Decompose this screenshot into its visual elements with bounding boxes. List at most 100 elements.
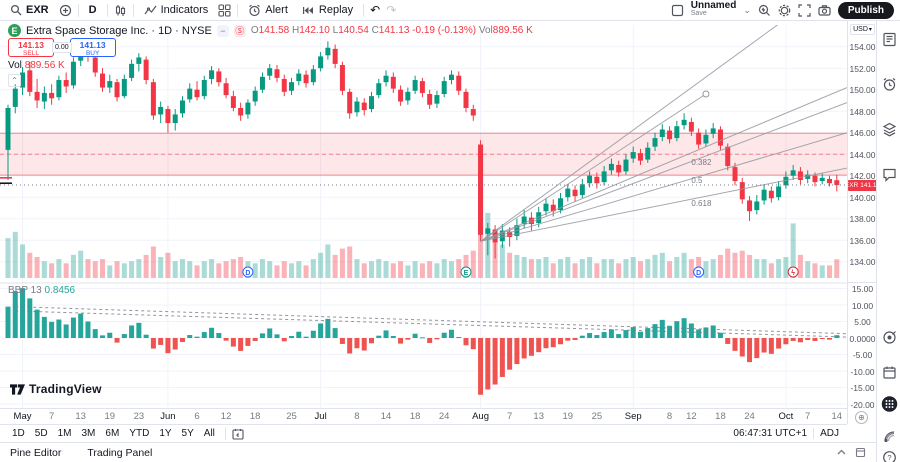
target-icon[interactable]: [881, 329, 898, 346]
replay-button[interactable]: Replay: [298, 3, 357, 18]
event-marker[interactable]: [242, 266, 254, 278]
interval-button[interactable]: D: [88, 4, 97, 16]
bbp-bar: [645, 328, 651, 338]
event-marker[interactable]: [787, 266, 799, 278]
alert-button[interactable]: Alert: [244, 3, 292, 18]
event-marker[interactable]: [693, 266, 705, 278]
volume-bar: [594, 263, 600, 278]
volume-bar: [12, 231, 18, 278]
volume-bar: [448, 261, 454, 278]
candle: [158, 106, 164, 115]
range-button-1y[interactable]: 1Y: [159, 428, 172, 439]
calendar-icon[interactable]: [881, 364, 898, 381]
bbp-bar: [303, 336, 309, 338]
bbp-bar: [230, 338, 236, 347]
volume-bar: [172, 261, 178, 278]
candle: [703, 134, 709, 144]
range-button-6m[interactable]: 6M: [105, 428, 120, 439]
bbp-trendline[interactable]: [15, 306, 847, 335]
legend-title[interactable]: Extra Space Storage Inc. · 1D · NYSE: [26, 24, 212, 37]
volume-bar: [630, 257, 636, 278]
news-feed-icon[interactable]: [881, 428, 898, 445]
trendline-drawing[interactable]: [480, 21, 783, 242]
chat-icon[interactable]: [881, 166, 898, 183]
fullscreen-icon[interactable]: [798, 3, 811, 17]
trading-panel-tab[interactable]: Trading Panel: [87, 446, 153, 459]
adj-toggle[interactable]: ADJ: [820, 428, 839, 439]
range-button-5y[interactable]: 5Y: [181, 428, 194, 439]
screenshot-camera-icon[interactable]: [818, 4, 831, 17]
publish-button[interactable]: Publish: [837, 1, 894, 19]
help-icon[interactable]: ?: [881, 449, 898, 462]
go-to-date-icon[interactable]: [232, 428, 244, 440]
redo-icon[interactable]: ↷: [386, 3, 397, 17]
buy-button[interactable]: 141.13 BUY: [69, 38, 116, 57]
legend-hide-icon[interactable]: −: [216, 24, 229, 37]
candle: [354, 101, 360, 113]
panel-expand-icon[interactable]: [836, 447, 847, 458]
panel-window-icon[interactable]: [855, 447, 866, 458]
range-button-all[interactable]: All: [203, 428, 215, 439]
axis-settings-icon[interactable]: ⊕: [855, 411, 868, 424]
trendline-drawing[interactable]: [480, 132, 847, 242]
range-button-ytd[interactable]: YTD: [129, 428, 150, 439]
event-marker[interactable]: [460, 266, 472, 278]
symbol-search-button[interactable]: EXR: [6, 3, 53, 17]
drawing-handle[interactable]: [702, 90, 710, 98]
range-button-1m[interactable]: 1M: [57, 428, 72, 439]
symbol-label: EXR: [26, 4, 49, 16]
apps-grid-icon[interactable]: [881, 395, 898, 412]
time-axis[interactable]: May 7 13 19 23 Jun 6 12 18 25 Jul 8 14 18 24 Aug 7 13 19 25…: [0, 408, 847, 424]
bbp-bar: [812, 338, 818, 341]
chevron-down-icon[interactable]: ⌄: [743, 4, 751, 15]
indicator-templates-icon[interactable]: [218, 3, 231, 17]
trendline-drawing[interactable]: [480, 87, 847, 242]
candle: [70, 61, 76, 86]
trendline-drawing[interactable]: [480, 167, 847, 242]
bbp-bar: [550, 338, 556, 348]
pane-collapse-button[interactable]: ⌃: [8, 74, 21, 87]
pine-editor-tab[interactable]: Pine Editor: [10, 446, 62, 459]
bbp-bar: [398, 338, 404, 344]
clock[interactable]: 06:47:31 UTC+1: [733, 428, 808, 439]
range-button-5d[interactable]: 5D: [34, 428, 48, 439]
bbp-bar: [470, 338, 476, 350]
layout-save-button[interactable]: Unnamed Save: [691, 1, 737, 18]
bbp-bar: [434, 338, 440, 340]
trendline-drawing[interactable]: [480, 93, 707, 242]
range-button-1d[interactable]: 1D: [12, 428, 25, 439]
bbp-bar: [267, 328, 273, 338]
alerts-clock-icon[interactable]: [881, 76, 898, 93]
sell-button[interactable]: 141.13 SELL: [8, 38, 54, 57]
undo-icon[interactable]: ↶: [370, 3, 381, 17]
indicators-button[interactable]: Indicators: [140, 3, 213, 18]
bbp-bar: [150, 338, 156, 349]
chart-style-icon[interactable]: [114, 4, 127, 17]
time-tick: 24: [744, 411, 755, 422]
bbp-bar: [637, 331, 643, 338]
watchlist-icon[interactable]: [881, 31, 898, 48]
volume-bar: [637, 261, 643, 278]
quick-search-icon[interactable]: [758, 4, 771, 17]
object-tree-icon[interactable]: [881, 121, 898, 138]
compare-icon[interactable]: [59, 4, 72, 17]
bbp-axis-label: 15.00: [851, 284, 874, 294]
market-status-icon[interactable]: Ⓢ: [233, 24, 246, 37]
currency-selector[interactable]: USD ▾: [850, 24, 875, 35]
bbp-bar: [616, 334, 622, 338]
trendline-drawing[interactable]: [480, 102, 847, 242]
bbp-indicator-label[interactable]: BBP 13 0.8456: [8, 285, 76, 296]
candle: [696, 132, 702, 145]
volume-bar: [121, 263, 127, 278]
bbp-bar: [209, 327, 215, 338]
layout-icon[interactable]: [671, 4, 684, 17]
settings-gear-icon[interactable]: [778, 4, 791, 17]
bbp-axis-label: -15.00: [850, 383, 875, 393]
tradingview-logo[interactable]: TradingView: [10, 382, 102, 396]
price-axis[interactable]: USD ▾ EXR 141.13 ⊕ 154.00 152.00 150.00 148.0…: [845, 21, 880, 424]
range-button-3m[interactable]: 3M: [81, 428, 96, 439]
time-tick: Sep: [624, 411, 642, 422]
bbp-trendline[interactable]: [15, 310, 847, 338]
